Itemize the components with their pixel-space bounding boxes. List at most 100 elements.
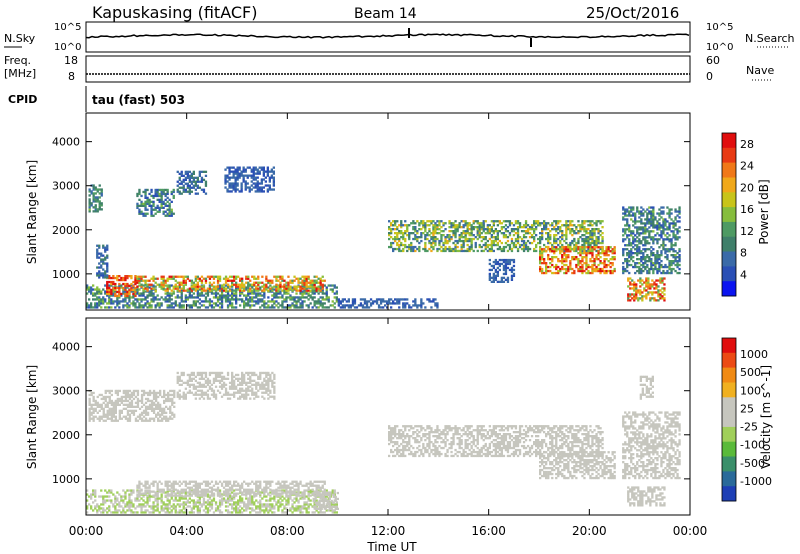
- power-cell: [341, 300, 344, 303]
- power-cell: [337, 302, 340, 305]
- velocity-cell: [309, 491, 312, 494]
- power-cell: [100, 202, 103, 205]
- power-cell: [605, 269, 608, 273]
- power-cell: [124, 278, 127, 282]
- velocity-cell: [283, 491, 286, 494]
- power-cell: [678, 267, 681, 271]
- power-cell: [408, 247, 411, 251]
- power-cell: [639, 279, 642, 282]
- power-cell: [94, 302, 97, 305]
- velocity-cell: [198, 511, 201, 514]
- power-cell: [597, 241, 600, 245]
- power-cell: [424, 228, 427, 231]
- power-cell: [634, 265, 637, 269]
- velocity-cell: [216, 507, 220, 510]
- power-cell: [388, 232, 391, 235]
- power-cell: [629, 287, 632, 290]
- power-cell: [124, 288, 127, 292]
- power-cell: [396, 232, 399, 235]
- power-cell: [492, 236, 495, 239]
- velocity-cell: [118, 493, 121, 496]
- power-cell: [186, 172, 189, 175]
- power-cell: [158, 283, 161, 286]
- power-cell: [233, 279, 236, 282]
- power-cell: [573, 224, 576, 227]
- velocity-cell: [154, 499, 157, 502]
- power-cell: [150, 206, 153, 209]
- power-cell: [200, 300, 204, 303]
- power-cell: [474, 220, 477, 223]
- velocity-cell: [204, 501, 208, 504]
- velocity-cell: [144, 505, 147, 508]
- power-cell: [204, 174, 208, 177]
- power-cell: [466, 224, 469, 227]
- velocity-cell: [164, 511, 167, 514]
- velocity-cell: [104, 495, 107, 498]
- power-cell: [587, 220, 590, 223]
- power-colorbar-tick: 4: [740, 268, 747, 281]
- power-cell: [148, 198, 151, 201]
- power-cell: [228, 300, 232, 303]
- power-cell: [303, 283, 306, 286]
- power-cell: [569, 267, 572, 271]
- velocity-cell: [126, 501, 129, 504]
- power-cell: [508, 222, 512, 225]
- power-cell: [508, 234, 512, 237]
- power-cell: [331, 284, 334, 287]
- power-cell: [256, 184, 259, 187]
- power-cell: [636, 262, 639, 265]
- power-cell: [233, 289, 236, 292]
- power-cell: [168, 206, 171, 209]
- power-cell: [382, 300, 385, 303]
- power-cell: [268, 188, 271, 191]
- power-cell: [279, 283, 282, 286]
- power-cell: [158, 200, 161, 203]
- power-cell: [260, 186, 263, 189]
- power-cell: [478, 232, 481, 235]
- power-cell: [198, 298, 201, 301]
- power-cell: [577, 267, 580, 271]
- power-cell: [256, 168, 259, 171]
- power-cell: [430, 222, 433, 225]
- power-cell: [168, 208, 171, 211]
- power-cell: [500, 258, 503, 262]
- power-cell: [526, 249, 530, 253]
- power-cell: [635, 283, 638, 286]
- power-cell: [313, 275, 316, 278]
- power-cell: [88, 304, 91, 307]
- power-cell: [272, 172, 275, 175]
- power-cell: [170, 192, 173, 196]
- power-cell: [251, 304, 254, 307]
- power-cell: [126, 292, 129, 296]
- power-cell: [678, 248, 681, 251]
- velocity-cell: [333, 491, 336, 494]
- power-cell: [579, 262, 582, 265]
- power-colorbar-segment: [722, 177, 736, 193]
- velocity-cell: [241, 499, 244, 502]
- power-cell: [638, 267, 641, 271]
- power-cell: [228, 186, 231, 189]
- power-cell: [384, 300, 387, 303]
- power-cell: [424, 249, 427, 253]
- power-cell: [144, 296, 147, 299]
- power-cell: [672, 230, 675, 233]
- power-cell: [226, 294, 230, 297]
- power-cell: [644, 262, 647, 265]
- power-cell: [182, 277, 185, 280]
- power-cell: [262, 178, 265, 181]
- power-cell: [269, 290, 272, 293]
- power-cell: [327, 306, 330, 309]
- power-cell: [192, 176, 195, 179]
- velocity-cell: [261, 503, 264, 506]
- power-cell: [150, 277, 153, 280]
- power-cell: [112, 300, 115, 303]
- velocity-cell: [251, 503, 254, 506]
- power-cell: [188, 304, 191, 307]
- power-cell: [110, 284, 113, 287]
- power-cell: [522, 234, 526, 237]
- power-cell: [484, 241, 487, 245]
- power-cell: [136, 202, 139, 205]
- power-cell: [670, 269, 673, 273]
- power-cell: [291, 289, 294, 292]
- power-cell: [533, 249, 536, 253]
